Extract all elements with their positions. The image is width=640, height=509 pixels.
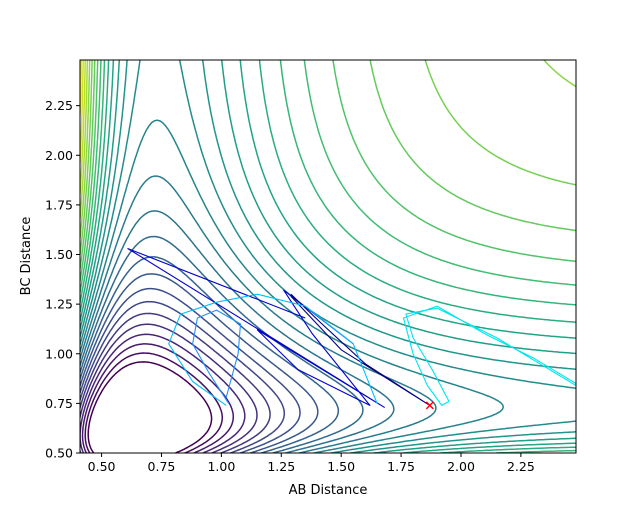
- marker-layer: [425, 401, 434, 410]
- y-tick-label: 1.00: [45, 346, 73, 361]
- contour-line: [80, 60, 576, 256]
- contour-line: [80, 119, 505, 453]
- contour-line: [81, 343, 235, 453]
- x-tick-label: 2.25: [507, 459, 535, 474]
- y-tick-label: 2.25: [45, 98, 73, 113]
- contour-line: [84, 352, 224, 453]
- x-tick-label: 1.00: [207, 459, 235, 474]
- y-tick-label: 1.50: [45, 247, 73, 262]
- y-tick-label: 2.00: [45, 148, 73, 163]
- contour-line: [80, 60, 576, 453]
- trajectory-line: [290, 293, 431, 406]
- x-tick-label: 1.25: [267, 459, 295, 474]
- x-tick-label: 0.75: [148, 459, 176, 474]
- trajectory-line: [192, 309, 242, 404]
- x-tick-label: 1.75: [387, 459, 415, 474]
- trajectory-line: [402, 305, 576, 406]
- end-point-marker: [425, 401, 434, 410]
- x-tick-label: 2.00: [447, 459, 475, 474]
- x-axis-label: AB Distance: [289, 483, 368, 498]
- x-axis-ticks: 0.50 0.75 1.00 1.25 1.50 1.75 2.00 2.25: [88, 453, 535, 474]
- y-tick-label: 0.75: [45, 396, 73, 411]
- trajectory-line: [127, 248, 385, 408]
- contour-line: [87, 361, 213, 453]
- y-tick-label: 0.50: [45, 446, 73, 461]
- y-tick-label: 1.75: [45, 197, 73, 212]
- x-tick-label: 0.50: [88, 459, 116, 474]
- trajectory-lines: [127, 248, 576, 408]
- plot-frame: [79, 59, 577, 454]
- x-tick-label: 1.50: [327, 459, 355, 474]
- y-axis-ticks: 0.50 0.75 1.00 1.25 1.50 1.75 2.00 2.25: [45, 98, 80, 461]
- y-tick-label: 1.25: [45, 297, 73, 312]
- y-axis-label: BC Distance: [19, 217, 34, 296]
- trajectory-line: [168, 293, 378, 406]
